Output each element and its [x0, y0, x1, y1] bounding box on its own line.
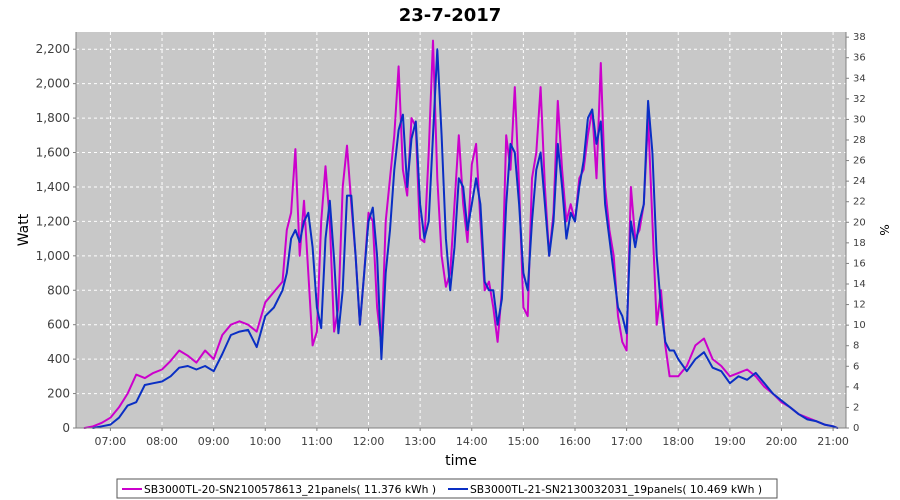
- axes: [73, 32, 849, 431]
- x-tick-label: 20:00: [766, 435, 798, 448]
- x-tick-label: 18:00: [662, 435, 694, 448]
- x-tick-label: 17:00: [611, 435, 643, 448]
- y-tick-label: 400: [47, 352, 70, 366]
- y-tick-label: 1,800: [36, 111, 70, 125]
- y2-tick-label: 16: [853, 258, 866, 269]
- y-tick-label: 800: [47, 283, 70, 297]
- y2-tick-label: 38: [853, 32, 866, 43]
- y-tick-label: 200: [47, 387, 70, 401]
- y-tick-label: 1,000: [36, 249, 70, 263]
- y2-tick-label: 24: [853, 176, 866, 187]
- x-tick-label: 09:00: [198, 435, 230, 448]
- legend-box: [116, 478, 778, 499]
- x-tick-label: 19:00: [714, 435, 746, 448]
- y2-tick-label: 32: [853, 94, 866, 105]
- gridlines: [76, 32, 846, 428]
- series-line-2: [92, 48, 839, 429]
- y-tick-label: 600: [47, 318, 70, 332]
- y2-tick-label: 30: [853, 114, 866, 125]
- plot-area: [76, 32, 846, 428]
- y-tick-label: 1,600: [36, 146, 70, 160]
- y2-tick-label: 8: [853, 341, 859, 352]
- x-tick-label: 08:00: [146, 435, 178, 448]
- series-lines: [83, 39, 839, 429]
- legend-label-1: SB3000TL-20-SN2100578613_21panels( 11.37…: [144, 483, 436, 496]
- x-axis-label: time: [445, 453, 477, 469]
- y-tick-label: 1,200: [36, 214, 70, 228]
- y-tick-label: 2,200: [36, 42, 70, 56]
- y2-tick-label: 26: [853, 156, 866, 167]
- x-tick-label: 11:00: [301, 435, 333, 448]
- x-tick-label: 16:00: [559, 435, 591, 448]
- x-tick-label: 07:00: [95, 435, 127, 448]
- chart-title: 23-7-2017: [399, 5, 502, 26]
- tick-labels: 07:00 08:00 09:00 10:00 11:00 12:00 13:00 14:00…: [36, 32, 866, 448]
- y-tick-label: 0: [62, 421, 70, 435]
- x-tick-label: 12:00: [353, 435, 385, 448]
- y2-tick-label: 10: [853, 320, 866, 331]
- y-tick-label: 2,000: [36, 77, 70, 91]
- x-tick-label: 14:00: [456, 435, 488, 448]
- y2-tick-label: 14: [853, 279, 866, 290]
- legend: SB3000TL-20-SN2100578613_21panels( 11.37…: [116, 478, 778, 499]
- y2-tick-label: 0: [853, 423, 859, 434]
- y2-tick-label: 18: [853, 238, 866, 249]
- y2-tick-label: 20: [853, 217, 866, 228]
- y2-tick-label: 34: [853, 73, 866, 84]
- y2-tick-label: 22: [853, 197, 866, 208]
- x-tick-label: 10:00: [249, 435, 281, 448]
- y2-tick-label: 28: [853, 135, 866, 146]
- y-axis-label: Watt: [16, 213, 32, 246]
- y2-axis-label: %: [877, 224, 891, 235]
- legend-label-2: SB3000TL-21-SN2130032031_19panels( 10.46…: [470, 483, 762, 496]
- y2-tick-label: 12: [853, 300, 866, 311]
- y2-tick-label: 6: [853, 361, 859, 372]
- y2-tick-label: 36: [853, 53, 866, 64]
- x-tick-label: 15:00: [508, 435, 540, 448]
- y2-tick-label: 2: [853, 402, 859, 413]
- y2-tick-label: 4: [853, 382, 859, 393]
- y-tick-label: 1,400: [36, 180, 70, 194]
- x-tick-label: 21:00: [817, 435, 849, 448]
- x-tick-label: 13:00: [404, 435, 436, 448]
